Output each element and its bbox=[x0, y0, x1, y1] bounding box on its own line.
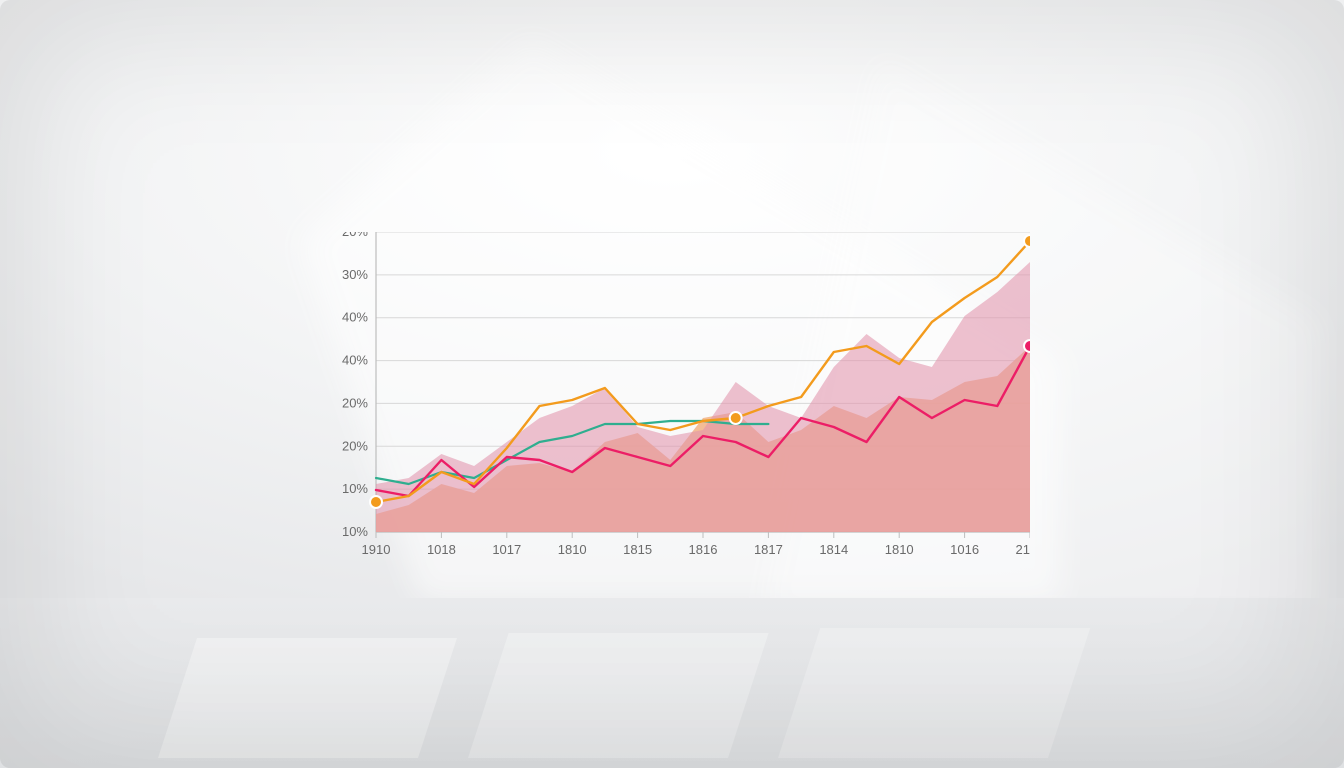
x-tick-label: 1016 bbox=[950, 542, 979, 557]
chart: 20% 30% 40% 40% 20% 20% 10% 10% 1910 1018 1017 1810… bbox=[330, 232, 1030, 562]
x-tick-label: 1018 bbox=[427, 542, 456, 557]
x-tick-label: 2100 bbox=[1016, 542, 1030, 557]
y-tick-label: 30% bbox=[342, 267, 368, 282]
x-tick-label: 1816 bbox=[689, 542, 718, 557]
y-tick-label: 20% bbox=[342, 438, 368, 453]
x-tick-label: 1817 bbox=[754, 542, 783, 557]
x-tick-label: 1017 bbox=[492, 542, 521, 557]
marker-line-orange bbox=[1024, 235, 1030, 247]
y-tick-label: 20% bbox=[342, 395, 368, 410]
floor bbox=[0, 598, 1344, 768]
y-tick-label: 20% bbox=[342, 232, 368, 239]
scene-background: 20% 30% 40% 40% 20% 20% 10% 10% 1910 1018 1017 1810… bbox=[0, 0, 1344, 768]
floor-reflections bbox=[0, 598, 1344, 768]
x-tick-label: 1810 bbox=[885, 542, 914, 557]
y-tick-label: 40% bbox=[342, 310, 368, 325]
x-tick-label: 1910 bbox=[362, 542, 391, 557]
marker-line-pink bbox=[1024, 340, 1030, 352]
y-tick-label: 10% bbox=[342, 524, 368, 539]
marker-line-orange bbox=[370, 496, 382, 508]
chart-svg: 20% 30% 40% 40% 20% 20% 10% 10% 1910 1018 1017 1810… bbox=[330, 232, 1030, 562]
x-tick-label: 1810 bbox=[558, 542, 587, 557]
y-tick-label: 40% bbox=[342, 353, 368, 368]
y-tick-label: 10% bbox=[342, 481, 368, 496]
x-tick-label: 1814 bbox=[819, 542, 848, 557]
marker-line-orange bbox=[730, 412, 742, 424]
series-area-pink bbox=[376, 262, 1030, 532]
x-tick-label: 1815 bbox=[623, 542, 652, 557]
